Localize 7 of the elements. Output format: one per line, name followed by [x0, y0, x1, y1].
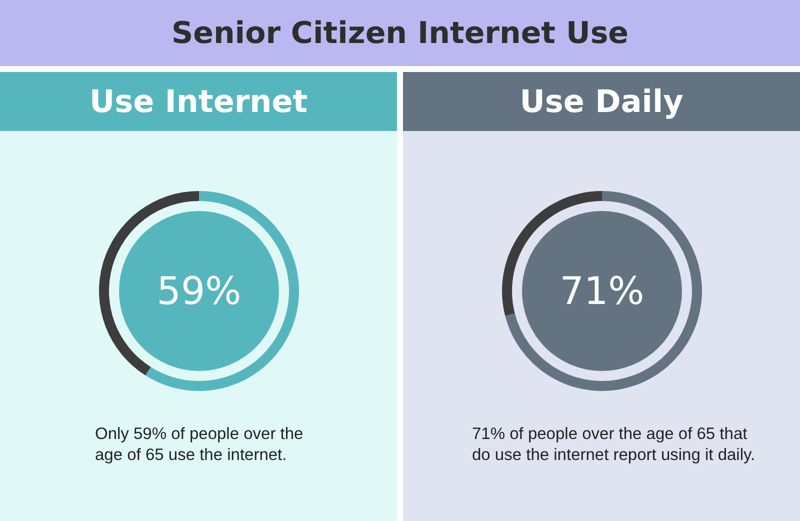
chart-title: Use Daily — [403, 72, 800, 131]
text: Senior Citizen Internet Use — [0, 0, 800, 66]
text: 71% of people over the age of 65 that do use the internet report using it daily. — [472, 424, 756, 466]
donut-slice — [145, 191, 299, 391]
text: Only 59% of people over the age of 65 use the internet. — [95, 424, 304, 466]
donut-slice — [505, 191, 702, 391]
chart-title: Use Internet — [0, 72, 397, 131]
